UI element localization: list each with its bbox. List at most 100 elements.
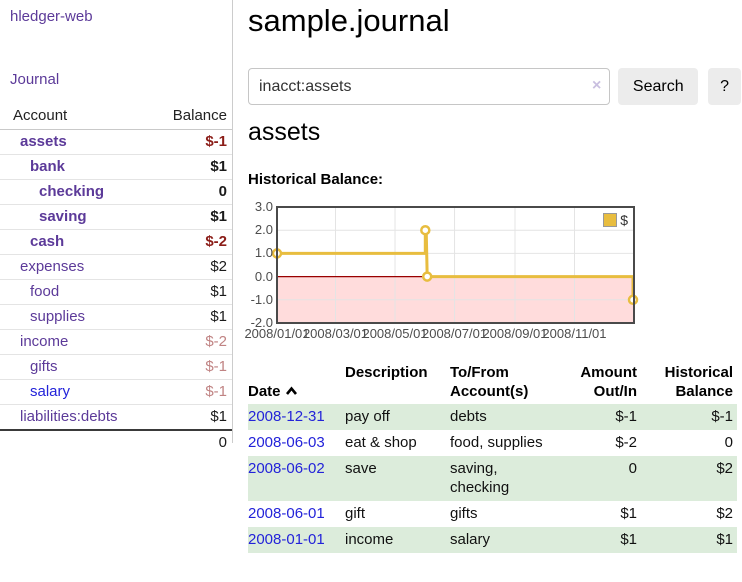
sidebar-account-row: assets $-1: [0, 130, 232, 155]
register-header-row: Date Description To/From Account(s) Amou…: [248, 360, 737, 404]
transaction-date: 2008-06-03: [248, 430, 345, 456]
register-row: 2008-01-01 income salary $1 $1: [248, 527, 737, 553]
transaction-date-link[interactable]: 2008-06-01: [248, 505, 325, 522]
transaction-description: pay off: [345, 408, 390, 425]
search-button[interactable]: Search: [618, 68, 699, 105]
transaction-accounts: food, supplies: [450, 434, 543, 451]
account-balance: $1: [210, 208, 227, 225]
legend-label: $: [620, 212, 628, 228]
transaction-amount: $1: [620, 505, 637, 522]
account-balance: $1: [210, 308, 227, 325]
transaction-description: income: [345, 531, 394, 548]
account-link-cash[interactable]: cash: [30, 233, 65, 250]
account-balance: 0: [218, 183, 227, 200]
transaction-balance: $2: [716, 505, 733, 522]
transaction-accounts: salary: [450, 531, 491, 548]
accounts-header-balance: Balance: [172, 107, 227, 124]
transaction-date: 2008-06-02: [248, 456, 345, 501]
account-balance: $1: [210, 408, 227, 425]
sidebar-account-row: expenses $2: [0, 255, 232, 280]
app-brand-link[interactable]: hledger-web: [10, 8, 93, 25]
sidebar-account-row: gifts $-1: [0, 355, 232, 380]
accounts-table-header: Account Balance: [0, 102, 232, 130]
register-header-description: Description: [345, 364, 428, 381]
sidebar-account-row: checking 0: [0, 180, 232, 205]
sidebar-account-row: supplies $1: [0, 305, 232, 330]
transaction-amount: $1: [620, 531, 637, 548]
sidebar-item-journal[interactable]: Journal: [10, 71, 60, 88]
account-link-salary[interactable]: salary: [30, 383, 71, 400]
x-axis-tick-label: 2008/07/01: [421, 326, 488, 341]
sidebar: hledger-web Journal Account Balance asse…: [0, 0, 233, 451]
account-link-assets[interactable]: assets: [20, 133, 67, 150]
transaction-balance: $2: [716, 460, 733, 477]
accounts-header-account: Account: [13, 107, 68, 124]
account-link-gifts[interactable]: gifts: [30, 358, 58, 375]
transaction-accounts: debts: [450, 408, 487, 425]
transaction-date: 2008-06-01: [248, 501, 345, 527]
register-header-date[interactable]: Date: [248, 360, 345, 404]
sidebar-account-row: food $1: [0, 280, 232, 305]
sidebar-account-row: saving $1: [0, 205, 232, 230]
x-axis-tick-label: 2008/01/01: [244, 326, 310, 341]
transaction-date-link[interactable]: 2008-01-01: [248, 531, 325, 548]
accounts-total-value: 0: [218, 434, 227, 451]
transaction-date: 2008-12-31: [248, 404, 345, 430]
date-header-label: Date: [248, 383, 281, 400]
transaction-accounts: saving, checking: [450, 460, 510, 496]
account-balance: $-1: [205, 133, 227, 150]
account-link-bank[interactable]: bank: [30, 158, 66, 175]
y-axis-tick-label: 0.0: [254, 268, 273, 284]
register-table: Date Description To/From Account(s) Amou…: [248, 360, 737, 553]
y-axis-tick-label: 2.0: [254, 222, 273, 238]
transaction-date-link[interactable]: 2008-12-31: [248, 408, 325, 425]
account-link-saving[interactable]: saving: [39, 208, 87, 225]
account-link-income[interactable]: income: [20, 333, 69, 350]
transaction-date: 2008-01-01: [248, 527, 345, 553]
account-balance: $2: [210, 258, 227, 275]
register-header-accounts: To/From Account(s): [450, 364, 529, 400]
sort-ascending-icon: [285, 382, 298, 401]
x-axis-tick-label: 2008/03/01: [302, 326, 369, 341]
account-link-liabilities-debts[interactable]: liabilities:debts: [20, 408, 118, 425]
account-link-checking[interactable]: checking: [39, 183, 105, 200]
account-balance: $1: [210, 158, 227, 175]
transaction-amount: $-1: [615, 408, 637, 425]
accounts-total-row: 0: [0, 429, 232, 455]
account-balance: $-2: [205, 333, 227, 350]
register-row: 2008-06-02 save saving, checking 0 $2: [248, 456, 737, 501]
account-link-food[interactable]: food: [30, 283, 60, 300]
search-input[interactable]: [248, 68, 611, 105]
sidebar-account-row: salary $-1: [0, 380, 232, 405]
register-row: 2008-06-03 eat & shop food, supplies $-2 0: [248, 430, 737, 456]
transaction-date-link[interactable]: 2008-06-02: [248, 460, 325, 477]
y-axis-tick-label: -1.0: [250, 291, 273, 307]
register-row: 2008-06-01 gift gifts $1 $2: [248, 501, 737, 527]
transaction-description: eat & shop: [345, 434, 417, 451]
sidebar-account-row: liabilities:debts $1: [0, 405, 232, 430]
account-heading: assets: [248, 118, 321, 146]
chart-plot-area: $: [271, 206, 639, 324]
account-link-supplies[interactable]: supplies: [30, 308, 86, 325]
register-header-balance: Historical Balance: [664, 364, 733, 400]
x-axis-tick-label: 2008/09/01: [482, 326, 548, 341]
transaction-amount: $-2: [615, 434, 637, 451]
transaction-accounts: gifts: [450, 505, 478, 522]
transaction-balance: $-1: [711, 408, 733, 425]
chart-legend: $: [601, 212, 630, 228]
transaction-amount: 0: [628, 460, 637, 477]
search-input-wrap: ×: [248, 68, 611, 105]
help-button[interactable]: ?: [708, 68, 741, 105]
account-link-expenses[interactable]: expenses: [20, 258, 85, 275]
account-balance: $-1: [205, 358, 227, 375]
register-row: 2008-12-31 pay off debts $-1 $-1: [248, 404, 737, 430]
transaction-date-link[interactable]: 2008-06-03: [248, 434, 325, 451]
page-title: sample.journal: [248, 3, 450, 38]
transaction-balance: 0: [724, 434, 733, 451]
x-axis-tick-label: 2008/05/01: [362, 326, 428, 341]
historical-balance-chart: $ 3.0 2.0 1.0 0.0 -1.0 -2.0 2008/01/01 2008/03/…: [244, 198, 678, 346]
clear-search-icon[interactable]: ×: [592, 77, 602, 94]
search-bar: × Search ?: [248, 68, 741, 105]
account-balance: $-1: [205, 383, 227, 400]
y-axis-tick-label: -2.0: [250, 315, 273, 330]
